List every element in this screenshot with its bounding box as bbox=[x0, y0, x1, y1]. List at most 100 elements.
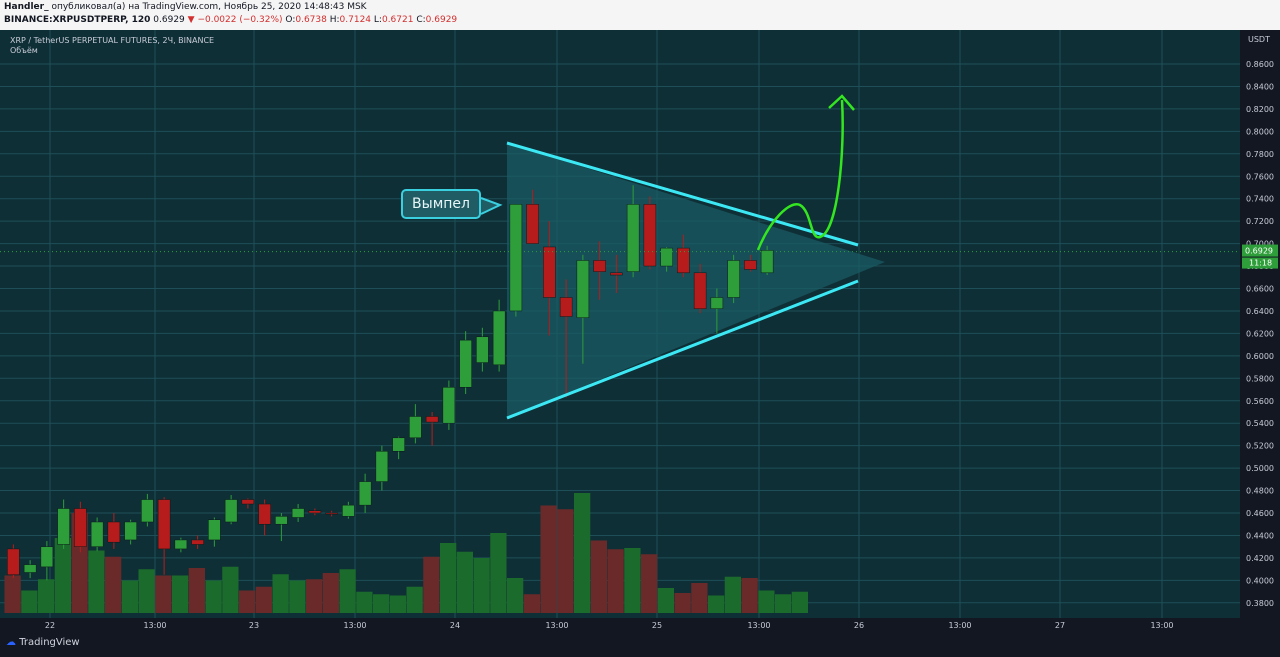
volume-bar bbox=[306, 579, 323, 613]
volume-bar bbox=[339, 569, 356, 613]
volume-bar bbox=[138, 569, 155, 613]
candle-body bbox=[342, 504, 355, 517]
publish-info: Handler_ опубликовал(а) на TradingView.c… bbox=[4, 2, 367, 12]
volume-bar bbox=[758, 590, 775, 613]
candle-body bbox=[409, 416, 422, 439]
symbol-info: BINANCE:XRPUSDTPERP, 120 0.6929 ▼ −0.002… bbox=[4, 15, 457, 25]
volume-bar bbox=[724, 576, 741, 613]
price-tick-label: 0.7000 bbox=[1246, 240, 1274, 249]
countdown-label: 11:18 bbox=[1249, 259, 1272, 268]
candle-body bbox=[90, 521, 104, 547]
volume-bar bbox=[88, 550, 105, 613]
candle-body bbox=[40, 546, 54, 568]
candle-body bbox=[677, 247, 690, 274]
high-value: 0.7124 bbox=[339, 15, 372, 25]
candle-body bbox=[492, 310, 506, 366]
volume-bar bbox=[105, 556, 122, 613]
candle-body bbox=[660, 247, 673, 267]
volume-bar bbox=[607, 549, 624, 613]
volume-bar bbox=[590, 540, 607, 613]
candle-body bbox=[7, 548, 20, 575]
candle-body bbox=[57, 508, 70, 545]
close-label: C: bbox=[416, 15, 426, 25]
volume-bar bbox=[641, 554, 658, 613]
time-tick-label: 13:00 bbox=[1150, 621, 1173, 630]
brand-name: TradingView bbox=[19, 637, 80, 648]
candle-body bbox=[526, 204, 539, 244]
low-label: L: bbox=[373, 15, 382, 25]
candle-body bbox=[710, 297, 724, 309]
price-tick-label: 0.4400 bbox=[1246, 531, 1274, 540]
candle-body bbox=[442, 387, 456, 424]
price-tick-label: 0.4600 bbox=[1246, 509, 1274, 518]
price-tick-label: 0.7800 bbox=[1246, 150, 1274, 159]
volume-bar bbox=[624, 548, 641, 613]
candle-body bbox=[157, 499, 171, 550]
price-tick-label: 0.7200 bbox=[1246, 217, 1274, 226]
candle-body bbox=[610, 272, 623, 276]
candle-body bbox=[191, 539, 204, 545]
high-label: H: bbox=[329, 15, 340, 25]
time-tick-label: 26 bbox=[854, 621, 864, 630]
price-tick-label: 0.6600 bbox=[1246, 285, 1274, 294]
volume-bar bbox=[540, 505, 557, 613]
volume-bar bbox=[322, 573, 339, 613]
price-tick-label: 0.4200 bbox=[1246, 554, 1274, 563]
volume-bar bbox=[289, 580, 306, 613]
price-tick-label: 0.8200 bbox=[1246, 105, 1274, 114]
countdown-tag bbox=[1242, 257, 1278, 269]
candle-body bbox=[358, 481, 372, 506]
volume-bar bbox=[272, 574, 289, 613]
time-tick-label: 22 bbox=[45, 621, 55, 630]
lower-trendline bbox=[506, 279, 859, 420]
volume-bar bbox=[708, 595, 725, 613]
open-value: 0.6738 bbox=[295, 15, 327, 25]
arrow-head-icon bbox=[828, 94, 855, 111]
price-tick-label: 0.4000 bbox=[1246, 576, 1274, 585]
candle-body bbox=[308, 510, 322, 514]
volume-bar bbox=[188, 568, 205, 613]
last-price-tag bbox=[1242, 244, 1278, 257]
candle-body bbox=[74, 508, 87, 547]
volume-bar bbox=[440, 543, 457, 613]
footer-bar: ☁ TradingView bbox=[0, 633, 1280, 657]
volume-bar bbox=[54, 538, 71, 613]
price-tick-label: 0.5600 bbox=[1246, 397, 1274, 406]
price-tick-label: 0.6400 bbox=[1246, 307, 1274, 316]
volume-bar bbox=[490, 533, 507, 613]
candle-body bbox=[224, 499, 238, 523]
volume-bar bbox=[406, 586, 423, 613]
volume-bar bbox=[172, 575, 189, 613]
volume-bar bbox=[557, 509, 574, 613]
volume-bar bbox=[21, 590, 38, 613]
volume-bar bbox=[523, 594, 540, 613]
candle-body bbox=[693, 272, 707, 309]
price-chart[interactable]: 0.3800 0.4000 0.4200 0.4400 0.4600 0.4800 0.50… bbox=[0, 30, 1280, 633]
tradingview-logo[interactable]: ☁ TradingView bbox=[6, 637, 80, 648]
author-name[interactable]: Handler_ bbox=[4, 2, 49, 12]
volume-bar bbox=[791, 591, 808, 613]
time-tick-label: 13:00 bbox=[747, 621, 770, 630]
volume-bar bbox=[775, 594, 792, 613]
chart-title: XRP / TetherUS PERPETUAL FUTURES, 2Ч, BI… bbox=[10, 36, 215, 45]
price-tick-label: 0.8600 bbox=[1246, 60, 1274, 69]
candle-body bbox=[141, 499, 154, 523]
last-price-label: 0.6929 bbox=[1245, 247, 1273, 256]
candle-body bbox=[392, 437, 405, 452]
price-tick-label: 0.5200 bbox=[1246, 442, 1274, 451]
projection-arrow bbox=[756, 99, 844, 251]
candle-body bbox=[459, 339, 472, 388]
time-tick-label: 25 bbox=[652, 621, 662, 630]
volume-bar bbox=[205, 580, 222, 613]
candle-body bbox=[124, 521, 137, 541]
candle-body bbox=[425, 416, 439, 423]
volume-bar bbox=[473, 558, 490, 613]
candle-body bbox=[107, 521, 121, 543]
candle-body bbox=[626, 204, 640, 272]
pennant-callout[interactable]: Вымпел bbox=[401, 189, 481, 219]
chart-area[interactable]: 0.3800 0.4000 0.4200 0.4400 0.4600 0.4800 0.50… bbox=[0, 30, 1280, 633]
price-change: ▼ −0.0022 (−0.32%) bbox=[187, 15, 283, 25]
candle-body bbox=[509, 204, 523, 312]
volume-bar bbox=[456, 551, 473, 613]
candle-body bbox=[174, 539, 188, 550]
